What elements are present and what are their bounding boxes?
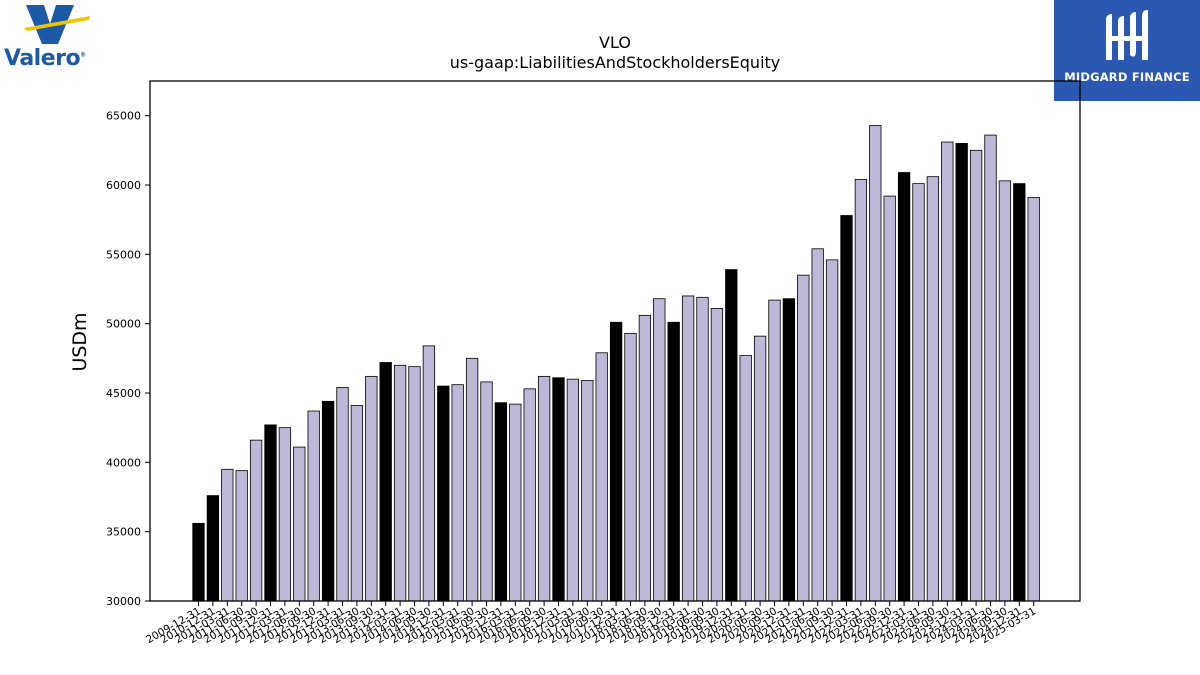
bar <box>350 405 364 602</box>
bar <box>797 274 810 602</box>
bar <box>293 446 306 602</box>
bar <box>552 377 565 602</box>
bar <box>926 176 940 602</box>
bar <box>278 427 292 602</box>
y-tick-label: 65000 <box>106 110 141 123</box>
bar <box>768 299 781 602</box>
bar <box>321 400 335 602</box>
bar <box>840 215 853 602</box>
y-tick-label: 55000 <box>106 248 141 261</box>
bar <box>422 345 436 602</box>
bar <box>624 332 637 602</box>
bar <box>912 183 925 602</box>
bar <box>941 141 954 602</box>
bar <box>235 470 248 602</box>
midgard-wordmark: MIDGARD FINANCE <box>1064 70 1190 84</box>
bar <box>681 295 695 602</box>
bar <box>897 172 911 602</box>
y-tick-label: 50000 <box>106 318 141 331</box>
y-tick-label: 45000 <box>106 387 141 400</box>
bar <box>869 124 882 602</box>
bar <box>336 387 349 602</box>
valero-v-icon <box>24 5 90 44</box>
bar <box>782 298 796 602</box>
bar <box>811 248 824 602</box>
bar <box>408 366 421 602</box>
bar <box>365 375 378 602</box>
bar <box>667 321 680 602</box>
bar <box>609 321 623 602</box>
bar <box>998 180 1012 602</box>
bar <box>206 495 220 602</box>
bar <box>883 195 896 602</box>
bar <box>537 375 551 602</box>
bar <box>451 384 464 602</box>
midgard-mark-icon <box>1106 10 1148 60</box>
bar <box>1013 183 1026 602</box>
bar <box>825 259 839 602</box>
bar <box>1027 197 1040 602</box>
bar <box>437 385 450 602</box>
bar <box>638 314 652 602</box>
bar <box>566 378 580 602</box>
valero-wordmark: Valero® <box>4 46 86 71</box>
bar <box>984 134 997 602</box>
y-tick-label: 30000 <box>106 595 141 608</box>
bar <box>249 439 263 602</box>
x-axis-ticks: 2009-12-312010-12-312011-03-312011-06-30… <box>144 601 1038 646</box>
plot-area-frame <box>149 80 1081 602</box>
bar <box>509 403 522 602</box>
bar <box>969 149 983 602</box>
bar <box>221 468 234 602</box>
bar <box>465 357 479 602</box>
bar <box>379 362 392 602</box>
y-tick-label: 35000 <box>106 526 141 539</box>
y-tick-label: 40000 <box>106 456 141 469</box>
y-tick-label: 60000 <box>106 179 141 192</box>
bar <box>595 352 608 602</box>
midgard-finance-logo: MIDGARD FINANCE <box>1054 0 1200 101</box>
bar <box>854 179 868 602</box>
chart-subtitle: us-gaap:LiabilitiesAndStockholdersEquity <box>450 53 781 72</box>
y-axis-ticks: 30000 35000 40000 45000 50000 55000 60000 65000 <box>106 110 150 608</box>
bar <box>264 424 277 602</box>
bar <box>523 388 536 602</box>
bar <box>753 335 767 602</box>
bar <box>955 142 968 602</box>
bar-series <box>192 124 1040 602</box>
bar <box>696 296 709 602</box>
bar <box>192 522 205 602</box>
bar <box>307 410 320 602</box>
bar <box>393 364 407 602</box>
bar <box>480 381 493 602</box>
bar <box>725 269 738 602</box>
chart-title: VLO <box>599 33 631 52</box>
bar <box>494 402 508 602</box>
valero-logo: Valero® <box>0 0 110 80</box>
bar <box>581 380 594 602</box>
y-axis-label: USDm <box>69 312 91 371</box>
bar <box>710 308 724 602</box>
bar <box>653 298 666 602</box>
bar <box>739 355 752 602</box>
